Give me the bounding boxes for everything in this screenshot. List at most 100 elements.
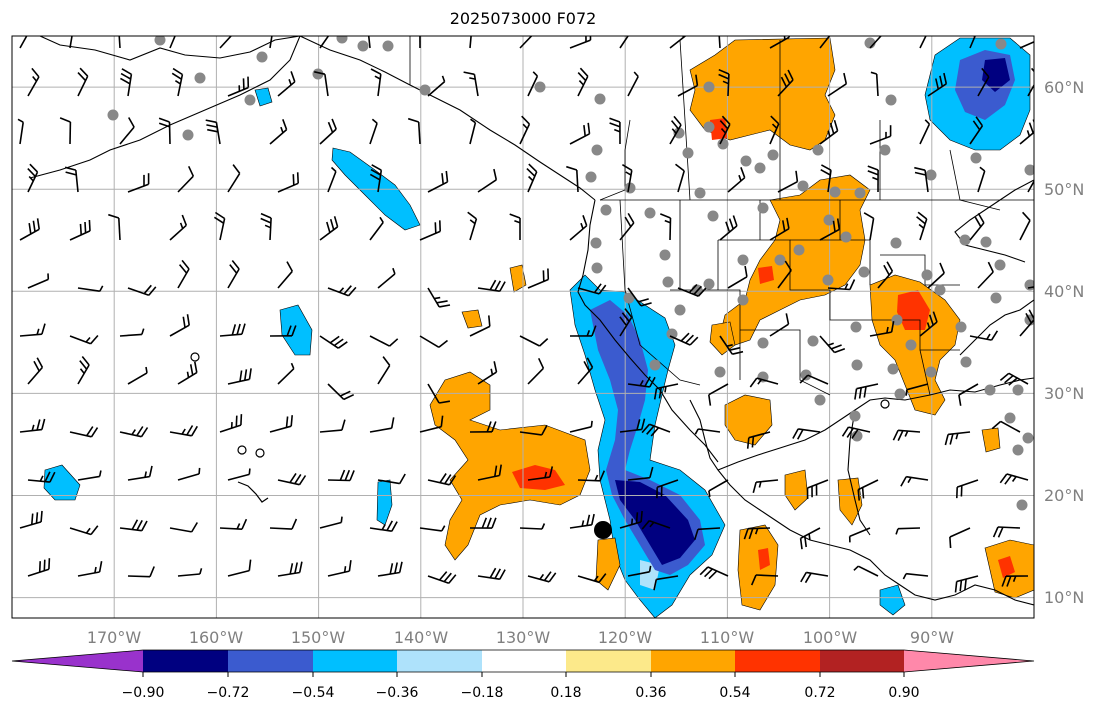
wind-barb-flag [381,524,386,531]
wind-barbs [17,25,1034,593]
wind-barb-flag [33,360,40,372]
wind-barb-flag [28,222,32,235]
wind-barb-flag [298,475,307,486]
wind-barb-flag [861,487,865,499]
wind-barb [819,36,831,49]
wind-barb-flag [232,164,241,174]
wind-barb [569,39,591,49]
wind-barb [219,527,243,530]
wind-barb [477,474,500,481]
wind-barb-flag [499,569,506,580]
wind-barb-flag [1004,474,1013,485]
wind-barb-flag [799,538,803,550]
colorbar-swatch [820,650,904,672]
wind-barb-flag [944,434,949,446]
wind-barb-flag [488,315,491,327]
wind-barb-flag [858,387,862,399]
wind-barb [227,268,240,289]
wind-barb-flag [36,357,44,368]
wind-barb [19,428,42,433]
wind-barb [807,479,829,489]
wind-barb-flag [289,563,294,575]
wind-barb [227,378,250,385]
wind-barb-flag [697,287,707,297]
wind-barb-flag [493,361,498,373]
wind-barb-flag [969,25,977,33]
wind-barb-flag [833,119,839,132]
wind-barb [27,479,50,483]
wind-barb [727,73,730,97]
wind-barb-flag [539,573,545,580]
wind-barb [569,133,590,145]
wind-barb [958,383,979,396]
wind-barb-flag [182,316,186,328]
wind-barb-flag [186,314,190,326]
wind-barb-flag [886,326,889,334]
wind-barb-flag [748,528,754,540]
wind-barb-flag [98,561,103,573]
wind-barb [747,527,771,530]
wind-barb-flag [59,117,71,123]
lat-tick-label: 30°N [1044,384,1084,403]
wind-barb [718,36,721,49]
wind-barb-flag [959,580,963,592]
wind-barb-flag [895,528,899,535]
wind-barb-flag [379,216,384,223]
wind-barb-flag [708,28,719,31]
wind-barb-flag [231,324,237,336]
wind-barb [519,123,531,145]
wind-barb-flag [330,166,337,173]
wind-barb-flag [388,338,399,347]
wind-barb-flag [486,517,492,529]
wind-barb-flag [236,323,241,335]
wind-barb-flag [670,120,680,130]
wind-barb [977,170,986,193]
negative-small-2 [279,304,313,356]
wind-barb-flag [248,368,252,380]
wind-barb-flag [997,526,1004,538]
wind-barb-flag [241,323,246,335]
wind-barb [77,75,89,97]
wind-barb [619,222,635,241]
wind-barb-flag [784,73,791,84]
wind-barb [277,270,293,289]
wind-barb [848,426,871,433]
positive-small-2 [461,309,483,329]
wind-barb-flag [490,368,494,375]
wind-barb-flag [439,304,451,308]
wind-barb-flag [689,336,699,346]
wind-barb [169,527,192,533]
wind-barb-flag [943,72,948,84]
wind-barb-flag [614,128,621,133]
wind-barb-flag [291,518,298,530]
wind-barb [118,217,121,241]
wind-barb [377,364,391,385]
wind-barb [227,569,250,577]
wind-barb-flag [349,470,355,481]
wind-barb-flag [916,216,926,225]
wind-barb [377,479,400,485]
wind-barb-flag [298,561,303,573]
wind-barb [69,36,73,49]
wind-barb-flag [728,218,734,230]
wind-barb-flag [897,430,904,441]
wind-barb [569,524,592,529]
wind-barb [27,76,40,97]
wind-barb-flag [343,285,352,295]
wind-barb-flag [207,128,219,133]
wind-barb [427,479,450,486]
wind-barb-flag [65,171,77,176]
wind-barb [77,287,100,292]
negative-small-4 [376,479,393,526]
wind-barb-flag [470,118,476,124]
wind-barb-flag [389,563,394,575]
wind-barb-flag [641,520,650,530]
colorbar-extend-right [904,650,1034,672]
positive-east [981,427,1001,453]
wind-barb-flag [394,562,398,574]
wind-barb [277,368,295,385]
wind-barb [527,476,550,481]
wind-barb-flag [231,260,240,270]
wind-barb-flag [644,376,651,387]
wind-barb-flag [725,221,731,233]
